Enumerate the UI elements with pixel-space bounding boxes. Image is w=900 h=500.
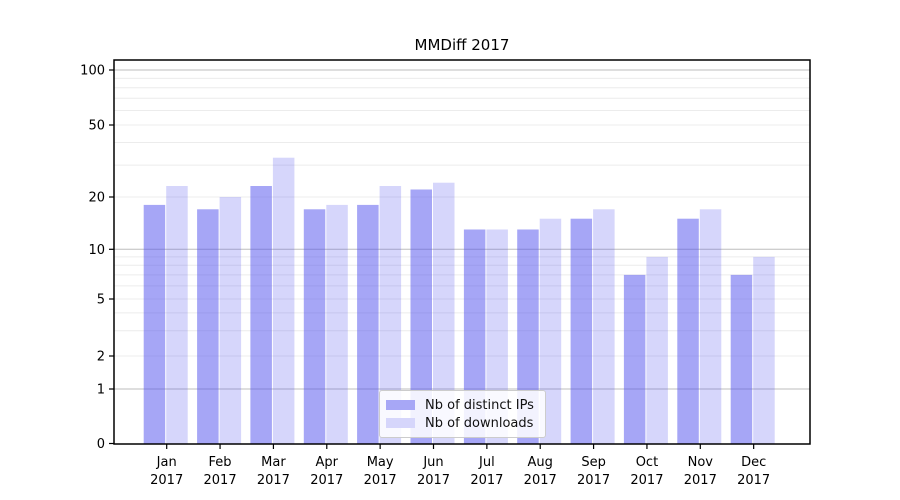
y-tick-label: 10 bbox=[88, 243, 105, 258]
bar-downloads-may bbox=[379, 186, 402, 444]
x-tick-label-year: 2017 bbox=[257, 473, 290, 488]
x-tick-label-year: 2017 bbox=[417, 473, 450, 488]
x-tick-label-year: 2017 bbox=[470, 473, 503, 488]
x-tick-label-year: 2017 bbox=[630, 473, 663, 488]
bar-downloads-nov bbox=[699, 209, 722, 444]
bar-downloads-dec bbox=[753, 256, 775, 444]
plot-border bbox=[113, 59, 811, 445]
x-tick-label-month: Dec bbox=[741, 455, 766, 470]
x-tick-label-month: May bbox=[367, 455, 394, 470]
y-tick-label: 5 bbox=[97, 293, 105, 308]
x-tick-label-year: 2017 bbox=[364, 473, 397, 488]
x-tick-label-year: 2017 bbox=[150, 473, 183, 488]
y-tick-label: 0 bbox=[97, 437, 105, 452]
bar-downloads-jun bbox=[433, 182, 455, 444]
x-tick-label-year: 2017 bbox=[577, 473, 610, 488]
bar-ips-oct bbox=[623, 274, 646, 444]
y-tick-label: 20 bbox=[88, 191, 105, 206]
y-tick-label: 50 bbox=[88, 119, 105, 134]
bar-downloads-feb bbox=[219, 197, 242, 444]
chart-title: MMDiff 2017 bbox=[414, 36, 510, 54]
y-tick-label: 2 bbox=[97, 350, 105, 365]
bar-downloads-aug bbox=[539, 218, 562, 444]
legend-entry-distinct-ips: Nb of distinct IPs bbox=[386, 397, 537, 413]
bar-downloads-jan bbox=[166, 186, 188, 444]
legend-label-distinct-ips: Nb of distinct IPs bbox=[425, 397, 534, 413]
bar-ips-jan bbox=[143, 204, 166, 444]
x-tick-label-year: 2017 bbox=[737, 473, 770, 488]
x-tick-label-month: Feb bbox=[209, 455, 232, 470]
x-tick-label-year: 2017 bbox=[204, 473, 237, 488]
x-tick-label-year: 2017 bbox=[310, 473, 343, 488]
bar-ips-jun bbox=[410, 189, 432, 444]
bar-ips-nov bbox=[677, 218, 699, 444]
legend-swatch-distinct-ips bbox=[386, 400, 415, 410]
x-tick-label-month: Mar bbox=[261, 455, 286, 470]
legend-entry-downloads: Nb of downloads bbox=[386, 415, 537, 431]
bar-ips-sep bbox=[570, 218, 593, 444]
x-tick-label-month: Jul bbox=[478, 455, 495, 470]
legend-swatch-downloads bbox=[386, 418, 415, 428]
x-tick-label-month: Oct bbox=[636, 455, 658, 470]
bar-ips-apr bbox=[303, 209, 326, 444]
legend-label-downloads: Nb of downloads bbox=[425, 415, 534, 431]
x-tick-label-month: Apr bbox=[316, 455, 339, 470]
y-tick-label: 1 bbox=[97, 383, 105, 398]
legend: Nb of distinct IPs Nb of downloads bbox=[379, 390, 546, 438]
y-tick-label: 100 bbox=[80, 64, 105, 79]
bar-downloads-oct bbox=[646, 256, 668, 444]
bar-downloads-apr bbox=[326, 204, 348, 444]
bar-ips-dec bbox=[730, 274, 753, 444]
bar-ips-feb bbox=[197, 209, 219, 444]
x-tick-label-month: Jan bbox=[156, 455, 177, 470]
x-tick-label-month: Jun bbox=[422, 455, 443, 470]
x-tick-label-month: Sep bbox=[581, 455, 606, 470]
x-tick-label-year: 2017 bbox=[524, 473, 557, 488]
x-tick-label-month: Aug bbox=[528, 455, 553, 470]
bar-ips-may bbox=[357, 204, 379, 444]
bar-ips-mar bbox=[250, 186, 272, 444]
x-tick-label-year: 2017 bbox=[684, 473, 717, 488]
bar-downloads-mar bbox=[272, 157, 295, 444]
x-tick-label-month: Nov bbox=[688, 455, 714, 470]
bar-downloads-sep bbox=[593, 209, 615, 444]
